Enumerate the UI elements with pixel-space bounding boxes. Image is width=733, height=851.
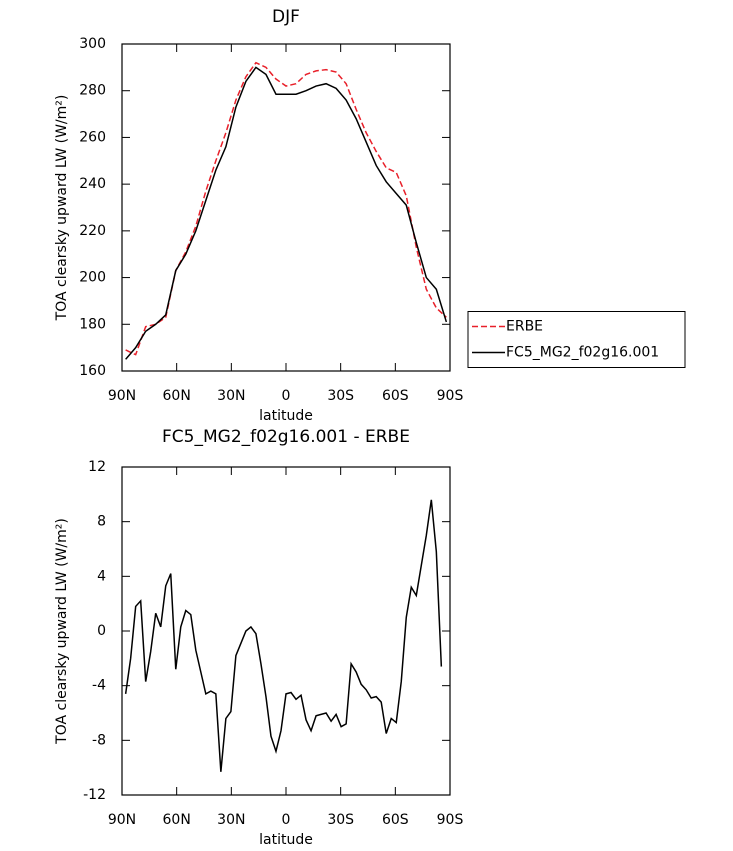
y-tick-label: 260 xyxy=(79,129,106,145)
y-tick-label: 160 xyxy=(79,363,106,379)
legend-label: ERBE xyxy=(506,319,543,335)
x-tick-label: 0 xyxy=(282,812,291,828)
plot-frame xyxy=(121,466,451,796)
plot-frame xyxy=(121,43,451,372)
x-tick-label: 60N xyxy=(163,388,191,404)
y-tick-label: 180 xyxy=(79,316,106,332)
x-axis-label: latitude xyxy=(259,832,313,848)
x-tick-label: 30S xyxy=(327,812,354,828)
y-tick-label: 280 xyxy=(79,83,106,99)
data-line xyxy=(125,66,448,360)
y-tick-label: 0 xyxy=(97,623,106,639)
y-tick-label: 240 xyxy=(79,176,106,192)
chart-title: DJF xyxy=(272,7,300,27)
data-line xyxy=(124,499,443,772)
x-tick-label: 90S xyxy=(437,388,464,404)
x-tick-label: 0 xyxy=(282,388,291,404)
x-axis-label: latitude xyxy=(259,408,313,424)
y-tick-label: 12 xyxy=(88,459,106,475)
data-line xyxy=(125,61,447,356)
y-axis-label: TOA clearsky upward LW (W/m²) xyxy=(54,518,70,745)
x-tick-label: 30N xyxy=(217,388,245,404)
x-tick-label: 30S xyxy=(327,388,354,404)
y-tick-label: 8 xyxy=(97,514,106,530)
x-tick-label: 60N xyxy=(163,812,191,828)
y-tick-label: 220 xyxy=(79,223,106,239)
y-tick-label: 300 xyxy=(79,36,106,52)
x-tick-label: 60S xyxy=(382,812,409,828)
x-tick-label: 90N xyxy=(108,388,136,404)
x-tick-label: 90S xyxy=(437,812,464,828)
chart-title: FC5_MG2_f02g16.001 - ERBE xyxy=(162,427,410,447)
y-tick-label: 4 xyxy=(97,568,106,584)
legend-label: FC5_MG2_f02g16.001 xyxy=(506,345,659,361)
legend-box xyxy=(467,311,686,368)
x-tick-label: 60S xyxy=(382,388,409,404)
y-axis-label: TOA clearsky upward LW (W/m²) xyxy=(54,95,70,322)
x-tick-label: 30N xyxy=(217,812,245,828)
y-tick-label: -8 xyxy=(92,732,106,748)
x-tick-label: 90N xyxy=(108,812,136,828)
y-tick-label: -12 xyxy=(83,787,106,803)
y-tick-label: 200 xyxy=(79,270,106,286)
y-tick-label: -4 xyxy=(92,678,106,694)
